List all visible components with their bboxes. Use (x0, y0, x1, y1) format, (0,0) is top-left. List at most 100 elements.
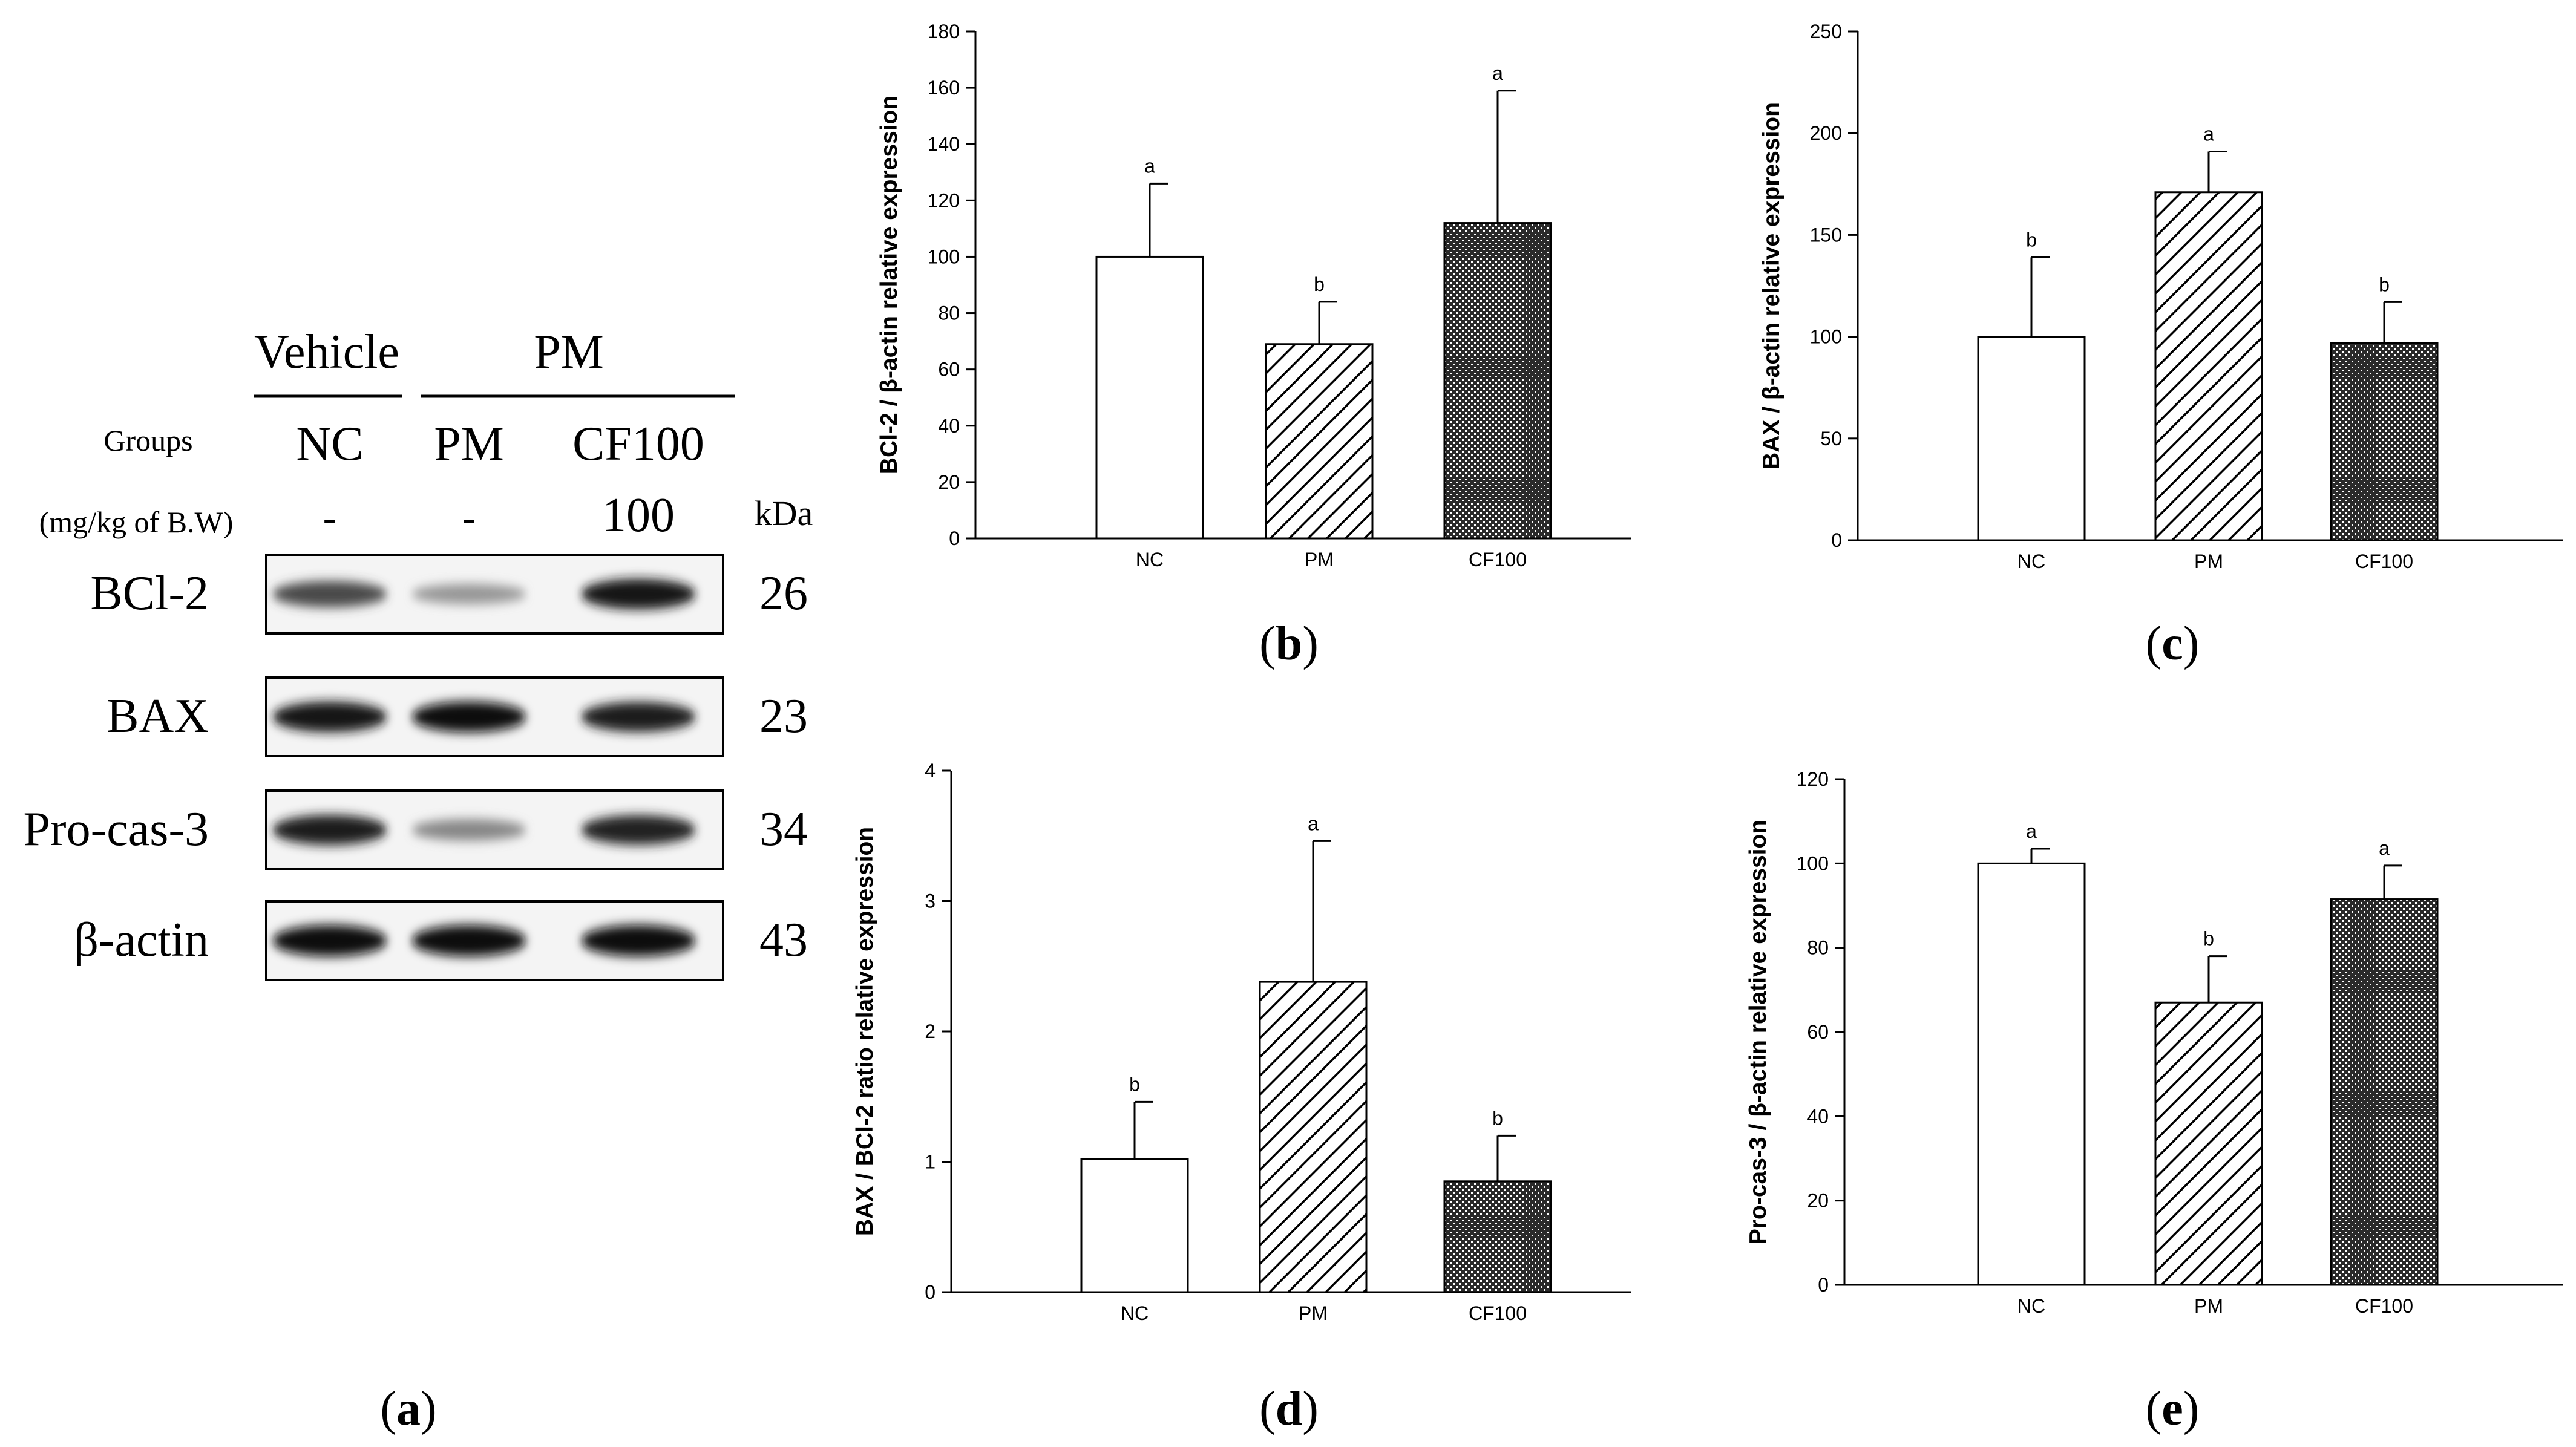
kda-value: 34 (759, 803, 808, 856)
kda-value: 23 (759, 690, 808, 743)
panel-label: (e) (2146, 1382, 2200, 1436)
blot-band (272, 701, 387, 733)
protein-label: BCl-2 (90, 567, 209, 620)
blot-row: β-actin 43 (74, 900, 808, 981)
dose-label: (mg/kg of B.W) (39, 505, 234, 539)
y-tick-label: 40 (1807, 1105, 1829, 1127)
y-tick-label: 100 (928, 246, 960, 267)
significance-letter: a (1144, 155, 1155, 177)
y-tick-label: 0 (1818, 1274, 1829, 1296)
groups-label: Groups (103, 423, 192, 457)
category-label: CF100 (2355, 1295, 2413, 1317)
category-label: NC (1136, 549, 1164, 570)
bar (2330, 342, 2439, 541)
protein-label: β-actin (74, 913, 209, 967)
category-label: CF100 (2355, 550, 2413, 572)
y-tick-label: 3 (925, 890, 936, 912)
y-tick-label: 80 (938, 302, 960, 324)
y-tick-label: 0 (949, 528, 960, 549)
significance-letter: a (2203, 123, 2214, 145)
y-tick-label: 140 (928, 133, 960, 155)
y-tick-label: 50 (1820, 428, 1842, 449)
blot-band (411, 819, 526, 841)
significance-letter: b (2026, 229, 2037, 250)
bar (1977, 862, 2086, 1286)
blot-band (272, 925, 387, 956)
header-vehicle: Vehicle (254, 325, 399, 379)
category-label: CF100 (1469, 1302, 1527, 1324)
chart-panel-d: 0 1 2 3 4 BAX / BCl-2 ratio relative expressi… (852, 760, 1631, 1436)
significance-letter: a (2379, 837, 2390, 859)
significance-letter: b (1314, 273, 1325, 295)
blot-band (411, 925, 526, 956)
y-tick-label: 0 (1831, 529, 1842, 551)
blot-row: BCl-2 26 (90, 554, 808, 635)
y-axis-label: Pro-cas-3 / β-actin relative expression (1745, 820, 1771, 1244)
y-tick-label: 180 (928, 21, 960, 42)
y-tick-label: 1 (925, 1151, 936, 1173)
category-label: PM (1305, 549, 1334, 570)
bar (1265, 343, 1374, 540)
blot-band (581, 702, 696, 732)
significance-letter: a (2026, 820, 2037, 842)
protein-label: Pro-cas-3 (23, 803, 209, 856)
blot-band (581, 815, 696, 845)
header-pm: PM (534, 325, 604, 379)
panel-label: (b) (1259, 617, 1319, 670)
chart-panel-e: 0 20 40 60 80 100 120 Pro-cas-3 / β-actin relat… (1745, 768, 2563, 1436)
significance-letter: b (1129, 1073, 1140, 1095)
significance-letter: b (2379, 273, 2390, 295)
category-label: CF100 (1469, 549, 1527, 570)
blot-band (411, 584, 526, 604)
y-tick-label: 20 (938, 471, 960, 493)
significance-letter: a (1308, 812, 1319, 834)
blot-band (272, 815, 387, 845)
group-cf100: CF100 (572, 417, 704, 471)
y-tick-label: 2 (925, 1021, 936, 1042)
chart-panel-c: 0 50 100 150 200 250 BAX / β-actin relative ex… (1758, 21, 2563, 670)
blot-bands (272, 578, 696, 610)
bar (2154, 191, 2263, 541)
significance-letter: b (2203, 928, 2214, 950)
blot-row: BAX 23 (107, 676, 808, 757)
protein-label: BAX (107, 690, 209, 743)
group-pm: PM (434, 417, 504, 471)
y-tick-label: 160 (928, 77, 960, 99)
blot-bands (272, 925, 696, 956)
blot-bands (272, 701, 696, 733)
dose-nc: - (323, 494, 337, 540)
kda-value: 43 (759, 913, 808, 967)
bar (1443, 1180, 1552, 1293)
category-label: PM (1299, 1302, 1328, 1324)
panel-label: (c) (2146, 617, 2200, 670)
blot-rows: BCl-2 26 BAX 23 Pro-cas-3 34 β-actin 43 (23, 554, 808, 981)
y-tick-label: 0 (925, 1281, 936, 1303)
blot-band (411, 701, 526, 733)
blot-row: Pro-cas-3 34 (23, 789, 808, 870)
blot-band (581, 925, 696, 956)
bar (1095, 255, 1204, 540)
category-label: NC (2017, 1295, 2045, 1317)
y-tick-label: 200 (1810, 122, 1842, 144)
category-label: NC (1121, 1302, 1149, 1324)
y-axis-label: BCl-2 / β-actin relative expression (876, 96, 902, 474)
bar (1080, 1158, 1189, 1293)
y-tick-label: 120 (928, 189, 960, 211)
kda-value: 26 (759, 567, 808, 620)
bar (1977, 336, 2086, 541)
y-tick-label: 100 (1810, 326, 1842, 348)
panel-label: (d) (1259, 1382, 1319, 1436)
y-tick-label: 20 (1807, 1190, 1829, 1212)
y-tick-label: 4 (925, 760, 936, 782)
chart-panel-b: 0 20 40 60 80 100 120 140 160 180 BCl-2 / β-actin … (876, 21, 1631, 670)
significance-letter: b (1492, 1107, 1503, 1129)
blot-band (581, 578, 696, 610)
y-axis-label: BAX / β-actin relative expression (1758, 102, 1785, 469)
y-axis-label: BAX / BCl-2 ratio relative expression (852, 827, 878, 1236)
y-tick-label: 40 (938, 415, 960, 437)
significance-letter: a (1492, 62, 1503, 84)
panel-label-a: (a) (380, 1382, 436, 1436)
kda-label: kDa (755, 494, 813, 533)
category-label: PM (2194, 1295, 2223, 1317)
